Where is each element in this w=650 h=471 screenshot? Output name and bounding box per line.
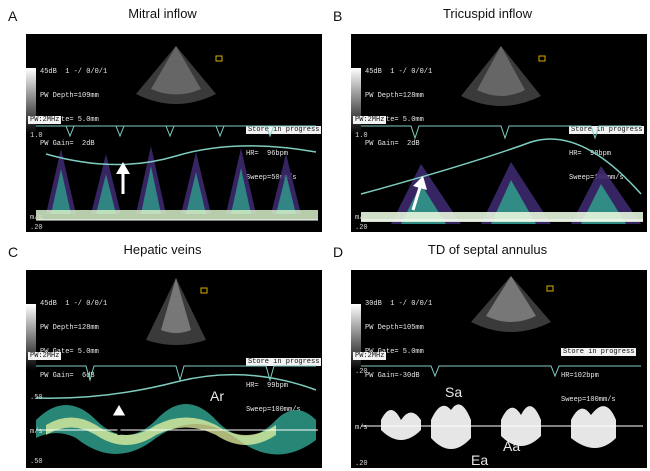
echo-fan-image: [136, 46, 223, 104]
sweep-speed: Sweep=100mm/s: [561, 396, 616, 404]
store-status: Store in progress: [246, 126, 322, 134]
heart-rate: HR= 96bpm: [246, 150, 289, 158]
grayscale-bar: [351, 304, 361, 370]
panel-title: Tricuspid inflow: [442, 6, 533, 21]
scale-unit: m/s: [355, 424, 368, 432]
store-status: Store in progress: [561, 348, 637, 356]
scale-bottom: .20: [30, 224, 43, 232]
panel-hepatic-veins: 45dB 1 -/ 0/0/1 PW Depth=128mm PW Gate= …: [0, 236, 325, 471]
scale-top: .20: [355, 368, 368, 376]
annotation-ar: Ar: [210, 388, 224, 404]
sweep-speed: Sweep=50mm/s: [246, 174, 297, 182]
ultrasound-screen: 45dB 1 -/ 0/0/1 PW Depth=109mm PW Gate= …: [26, 34, 322, 232]
panel-title: Hepatic veins: [123, 242, 202, 257]
ultrasound-screen: 45dB 1 -/ 0/0/1 PW Depth=128mm PW Gate= …: [351, 34, 647, 232]
doppler-spectrum: [36, 125, 318, 221]
panel-mitral-inflow: 45dB 1 -/ 0/0/1 PW Depth=109mm PW Gate= …: [0, 0, 325, 235]
doppler-spectrum: [360, 125, 643, 224]
panel-letter: A: [8, 8, 18, 24]
header-line: PW Gain= 6dB: [40, 372, 95, 380]
header-line: PW Depth=109mm: [40, 92, 99, 100]
scale-unit: m/s: [30, 214, 43, 222]
header-line: 30dB 1 -/ 0/0/1: [365, 300, 433, 308]
panel-letter: B: [333, 8, 343, 24]
header-line: PW Gain= 2dB: [365, 140, 420, 148]
annotation-sa: Sa: [445, 384, 463, 400]
scale-top: .50: [30, 394, 43, 402]
scale-unit: m/s: [355, 214, 368, 222]
echo-fan-image: [461, 46, 546, 106]
grayscale-bar: [26, 68, 36, 134]
probe-frequency: PW:2MHz: [353, 352, 387, 360]
heart-rate: HR= 99bpm: [246, 382, 289, 390]
tissue-doppler-trace: [361, 365, 643, 449]
echo-fan-image: [146, 278, 208, 345]
scale-bottom: .50: [30, 458, 43, 466]
ultrasound-screen: 45dB 1 -/ 0/0/1 PW Depth=128mm PW Gate= …: [26, 270, 322, 468]
panel-td-septal-annulus: 30dB 1 -/ 0/0/1 PW Depth=105mm PW Gate= …: [325, 236, 650, 471]
grayscale-bar: [26, 304, 36, 370]
header-line: 45dB 1 -/ 0/0/1: [40, 300, 108, 308]
store-status: Store in progress: [569, 126, 645, 134]
panel-letter: D: [333, 244, 344, 260]
probe-frequency: PW:2MHz: [28, 116, 62, 124]
header-line: PW Gain=-30dB: [365, 372, 420, 380]
header-line: PW Depth=128mm: [40, 324, 99, 332]
scale-bottom: .20: [355, 224, 368, 232]
heart-rate: HR=102bpm: [561, 372, 599, 380]
header-line: 45dB 1 -/ 0/0/1: [40, 68, 108, 76]
panel-title: TD of septal annulus: [427, 242, 548, 257]
echo-fan-image: [471, 276, 554, 332]
ultrasound-screen: 30dB 1 -/ 0/0/1 PW Depth=105mm PW Gate= …: [351, 270, 647, 468]
probe-frequency: PW:2MHz: [28, 352, 62, 360]
panel-title: Mitral inflow: [128, 6, 197, 21]
panel-tricuspid-inflow: 45dB 1 -/ 0/0/1 PW Depth=128mm PW Gate= …: [325, 0, 650, 235]
header-line: PW Gain= 2dB: [40, 140, 95, 148]
panel-letter: C: [8, 244, 19, 260]
header-line: PW Depth=128mm: [365, 92, 424, 100]
header-line: 45dB 1 -/ 0/0/1: [365, 68, 433, 76]
probe-frequency: PW:2MHz: [353, 116, 387, 124]
store-status: Store in progress: [246, 358, 322, 366]
doppler-spectrum: [35, 365, 318, 455]
header-line: PW Depth=105mm: [365, 324, 424, 332]
sweep-speed: Sweep=100mm/s: [246, 406, 301, 414]
heart-rate: HR= 98bpm: [569, 150, 612, 158]
grayscale-bar: [351, 68, 361, 134]
scale-top: 1.0: [355, 132, 368, 140]
annotation-aa: Aa: [503, 438, 521, 454]
scale-top: 1.0: [30, 132, 43, 140]
annotation-ea: Ea: [471, 452, 489, 468]
scale-bottom: .20: [355, 460, 368, 468]
scale-unit: m/s: [30, 428, 43, 436]
